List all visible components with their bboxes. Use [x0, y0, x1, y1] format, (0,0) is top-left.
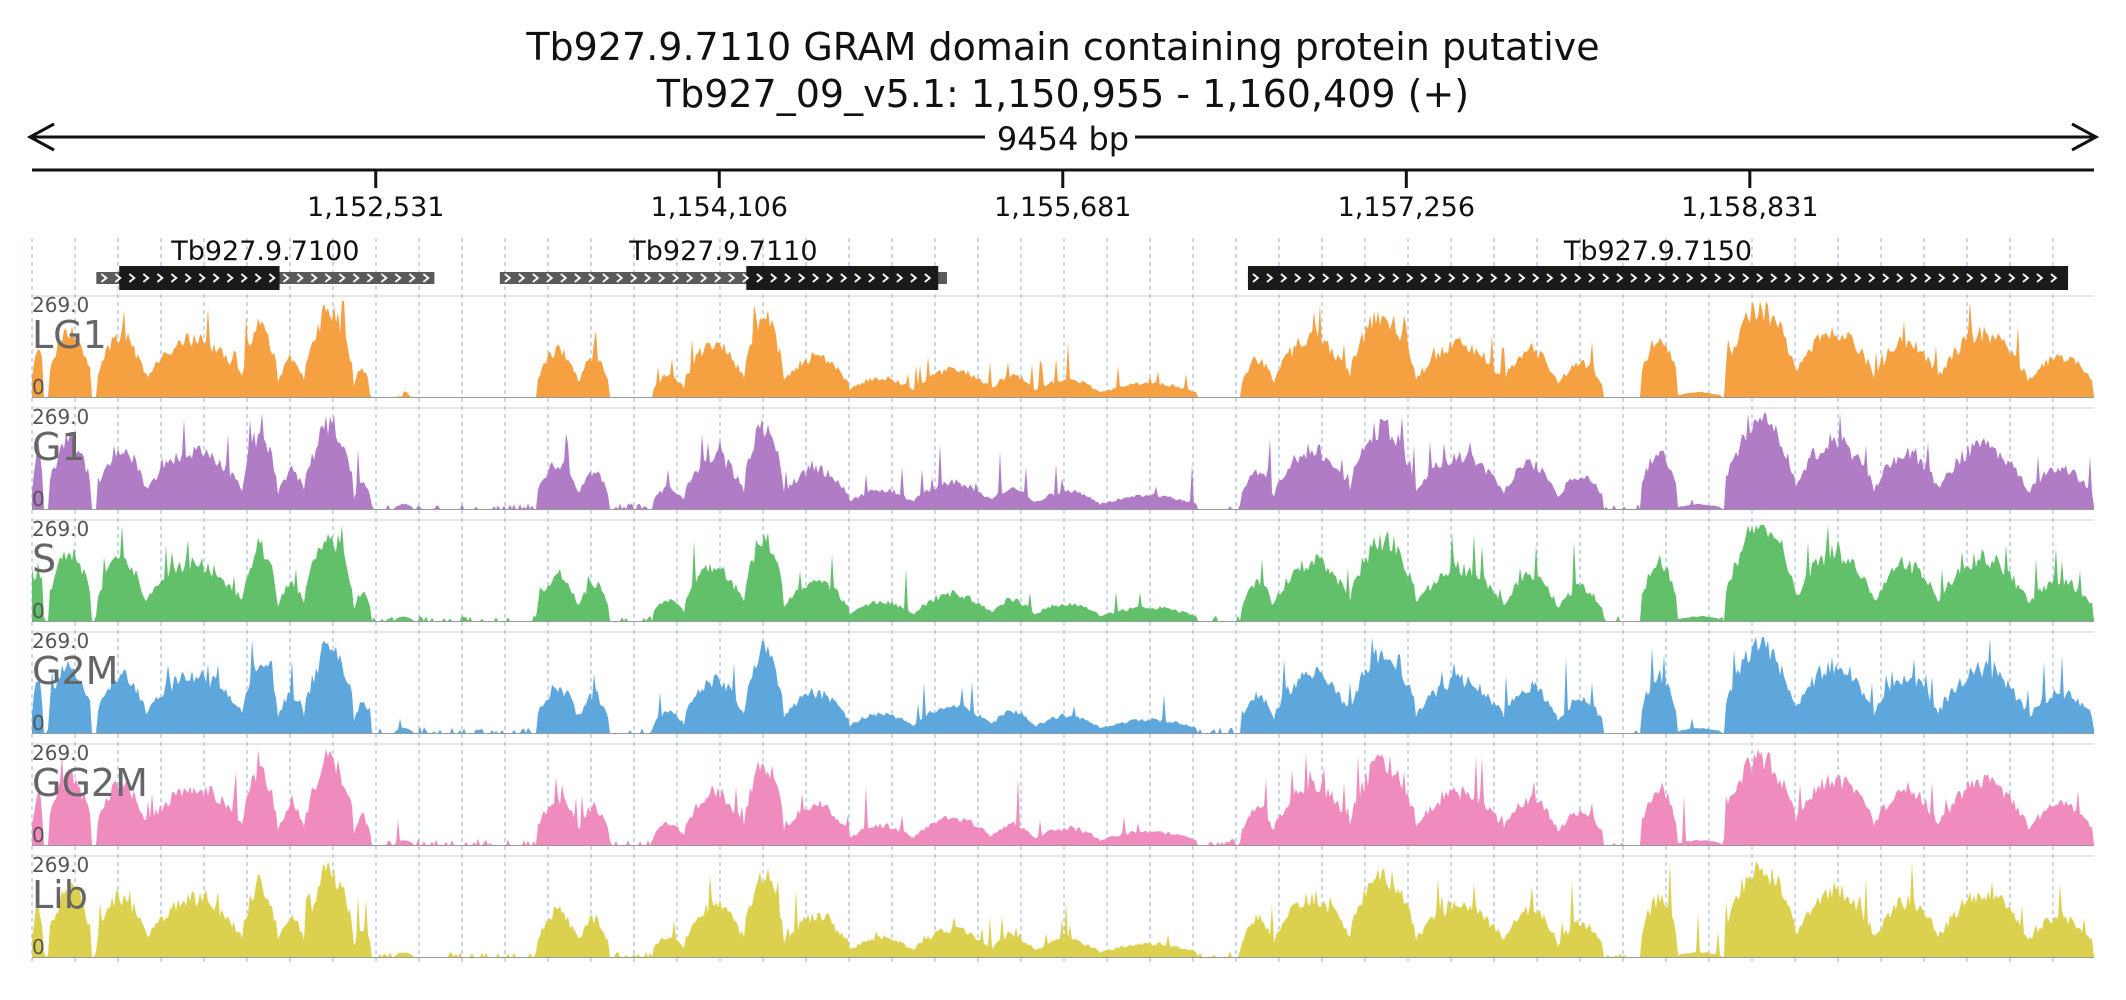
- track-name: G1: [32, 425, 86, 469]
- gene-label: Tb927.9.7110: [628, 236, 817, 267]
- gene-cds: [119, 266, 280, 290]
- coverage-track[interactable]: 269.0S 0: [32, 517, 2094, 623]
- gene-cds: [746, 266, 939, 290]
- track-max-label: 269.0: [32, 517, 89, 541]
- track-min-label: 0: [32, 487, 45, 511]
- gene-label: Tb927.9.7100: [170, 236, 359, 267]
- gene-label: Tb927.9.7150: [1563, 236, 1752, 267]
- track-min-label: 0: [32, 711, 45, 735]
- track-name: GG2M: [32, 761, 148, 805]
- strand-chevron-icon: [100, 273, 430, 283]
- track-min-label: 0: [32, 599, 45, 623]
- coverage-track[interactable]: 269.0G1 0: [32, 405, 2094, 511]
- coverage-area: [32, 749, 2094, 845]
- tick-label: 1,158,831: [1681, 192, 1818, 223]
- track-name: G2M: [32, 649, 118, 693]
- strand-chevron-icon: [1252, 273, 2058, 283]
- tick-label: 1,155,681: [994, 192, 1131, 223]
- coverage-area: [32, 413, 2094, 509]
- track-name: LG1: [32, 313, 107, 357]
- locus-label: Tb927_09_v5.1: 1,150,955 - 1,160,409 (+): [656, 72, 1470, 116]
- track-min-label: 0: [32, 375, 45, 399]
- arrow-right-icon: [2071, 122, 2100, 152]
- tick-label: 1,157,256: [1338, 192, 1475, 223]
- gene-track[interactable]: Tb927.9.7100 Tb927.9.7110 Tb927.9.7150: [96, 236, 2069, 290]
- ruler: 9454 bp 1,152,531 1,154,106 1,155,681 1,157…: [26, 118, 2100, 223]
- track-max-label: 269.0: [32, 405, 89, 429]
- page-title: Tb927.9.7110 GRAM domain containing prot…: [526, 25, 1600, 69]
- track-min-label: 0: [32, 935, 45, 959]
- track-max-label: 269.0: [32, 293, 89, 317]
- strand-chevron-icon: [504, 273, 932, 283]
- tick-label: 1,154,106: [651, 192, 788, 223]
- track-max-label: 269.0: [32, 853, 89, 877]
- coverage-area: [32, 637, 2094, 733]
- gene-feature[interactable]: Tb927.9.7110: [499, 236, 947, 290]
- coverage-area: [32, 301, 2094, 397]
- track-max-label: 269.0: [32, 629, 89, 653]
- coverage-area: [32, 861, 2094, 957]
- coverage-area: [32, 525, 2094, 621]
- track-min-label: 0: [32, 823, 45, 847]
- span-label: 9454 bp: [997, 120, 1129, 158]
- tick-label: 1,152,531: [307, 192, 444, 223]
- track-max-label: 269.0: [32, 741, 89, 765]
- gene-feature[interactable]: Tb927.9.7150: [1247, 236, 2069, 290]
- gene-feature[interactable]: Tb927.9.7100: [96, 236, 435, 290]
- arrow-left-icon: [26, 122, 55, 152]
- track-name: Lib: [32, 873, 88, 917]
- track-name: S: [32, 537, 56, 581]
